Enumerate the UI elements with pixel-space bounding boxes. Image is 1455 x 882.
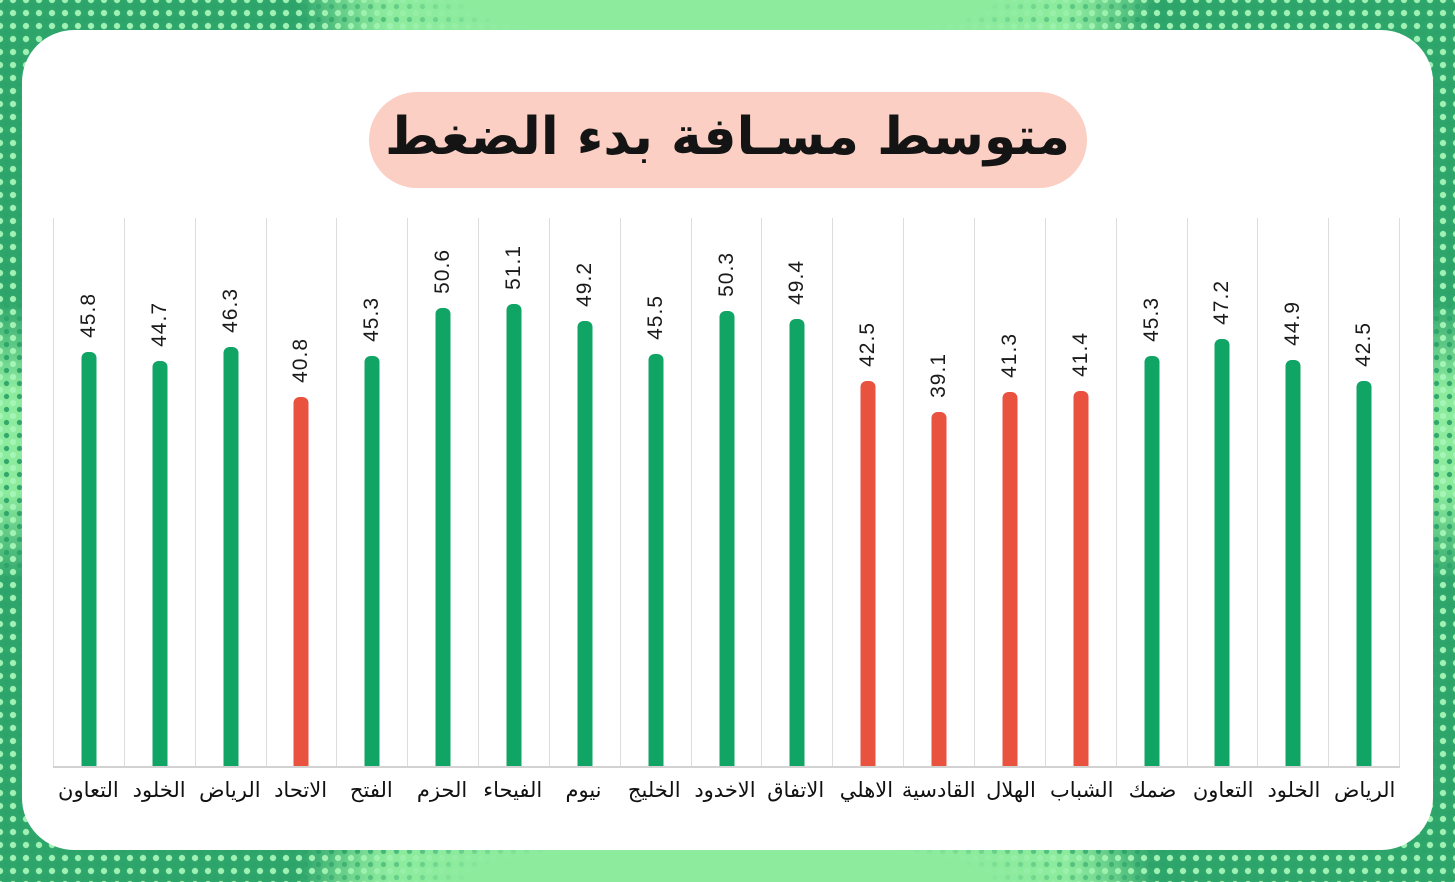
bar xyxy=(152,361,168,766)
chart-card: متوسط مسـافة بدء الضغط 45.8 44.7 46.3 40.8 4… xyxy=(22,30,1433,850)
bar-value-label: 45.3 xyxy=(1139,297,1163,342)
bar-value-label: 50.3 xyxy=(714,252,738,297)
x-axis-label: الهلال xyxy=(986,778,1036,802)
bar-group: 50.6 xyxy=(407,218,478,766)
bar-group: 41.4 xyxy=(1044,218,1116,766)
bar-value-label: 39.1 xyxy=(927,353,951,398)
x-axis-label: الاتفاق xyxy=(767,778,825,802)
bar-group: 39.1 xyxy=(903,218,974,766)
x-axis-label: الاخدود xyxy=(694,778,756,802)
bar-value-label: 41.3 xyxy=(997,333,1021,378)
bar xyxy=(506,304,522,766)
bar-group: 44.9 xyxy=(1257,218,1328,766)
plot-area: 45.8 44.7 46.3 40.8 45.3 50.6 51.1 49.2 45.5 50.3… xyxy=(53,218,1401,768)
bar xyxy=(435,308,451,766)
bar-group: 47.2 xyxy=(1186,218,1258,766)
bar-group: 45.8 xyxy=(53,218,124,766)
bar-group: 42.5 xyxy=(832,218,903,766)
bar-value-label: 45.5 xyxy=(643,295,667,340)
bar-value-label: 49.2 xyxy=(572,262,596,307)
x-axis-label: الرياض xyxy=(199,778,261,802)
bar xyxy=(860,381,876,766)
bar-value-label: 41.4 xyxy=(1068,332,1092,377)
bar xyxy=(81,352,97,766)
bar-group: 45.3 xyxy=(336,218,407,766)
bar-group: 40.8 xyxy=(265,218,337,766)
x-axis-label: الاتحاد xyxy=(274,778,328,802)
x-axis-label: الخليج xyxy=(627,778,681,802)
bar-group: 45.3 xyxy=(1115,218,1187,766)
bar-group: 46.3 xyxy=(194,218,266,766)
bar-value-label: 49.4 xyxy=(785,260,809,305)
bar-value-label: 46.3 xyxy=(218,288,242,333)
x-axis-label: الاهلي xyxy=(839,778,894,802)
x-axis: التعاون الخلود الرياض الاتحاد الفتح الحزم الفي… xyxy=(53,776,1400,805)
bar-group: 42.5 xyxy=(1328,218,1401,766)
x-axis-label: الخلود xyxy=(1267,778,1321,802)
bar-value-label: 44.9 xyxy=(1281,301,1305,346)
x-axis-label: الحزم xyxy=(416,778,468,802)
title-pill: متوسط مسـافة بدء الضغط xyxy=(368,92,1087,188)
bar-group: 49.4 xyxy=(761,218,832,766)
bar-value-label: 42.5 xyxy=(856,322,880,367)
bar xyxy=(223,347,239,766)
bar-value-label: 45.3 xyxy=(360,297,384,342)
bar xyxy=(577,321,593,766)
bar-group: 45.5 xyxy=(619,218,691,766)
bar-value-label: 40.8 xyxy=(289,338,313,383)
bar xyxy=(1356,381,1372,766)
x-axis-label: الرياض xyxy=(1333,778,1396,802)
bar xyxy=(1002,392,1018,766)
bar-value-label: 51.1 xyxy=(501,245,525,290)
bar xyxy=(931,412,947,766)
bar-value-label: 44.7 xyxy=(147,302,171,347)
x-axis-label: التعاون xyxy=(58,778,119,802)
bar-value-label: 45.8 xyxy=(76,293,100,338)
x-axis-label: الشباب xyxy=(1049,778,1114,802)
x-axis-label: الفتح xyxy=(349,778,393,802)
bar xyxy=(1285,360,1301,766)
bar-group: 49.2 xyxy=(548,218,620,766)
bar xyxy=(1214,339,1230,766)
bar-group: 51.1 xyxy=(478,218,549,766)
bar xyxy=(648,354,664,766)
bar-group: 44.7 xyxy=(123,218,195,766)
bar-value-label: 42.5 xyxy=(1352,322,1376,367)
chart-title: متوسط مسـافة بدء الضغط xyxy=(385,107,1070,167)
x-axis-label: نيوم xyxy=(565,778,602,802)
x-axis-label: التعاون xyxy=(1192,778,1254,802)
bar xyxy=(1073,391,1089,766)
bar xyxy=(293,397,309,766)
bar-value-label: 50.6 xyxy=(431,249,455,294)
bar-group: 41.3 xyxy=(973,218,1045,766)
bar xyxy=(789,319,805,766)
x-axis-label: القادسية xyxy=(901,778,976,802)
bar xyxy=(364,356,380,766)
bar xyxy=(719,311,735,766)
bar-group: 50.3 xyxy=(690,218,762,766)
x-axis-label: ضمك xyxy=(1128,778,1177,802)
bar xyxy=(1144,356,1160,766)
bar-value-label: 47.2 xyxy=(1210,280,1234,325)
x-axis-label: الفيحاء xyxy=(483,778,543,802)
x-axis-label: الخلود xyxy=(132,778,186,802)
